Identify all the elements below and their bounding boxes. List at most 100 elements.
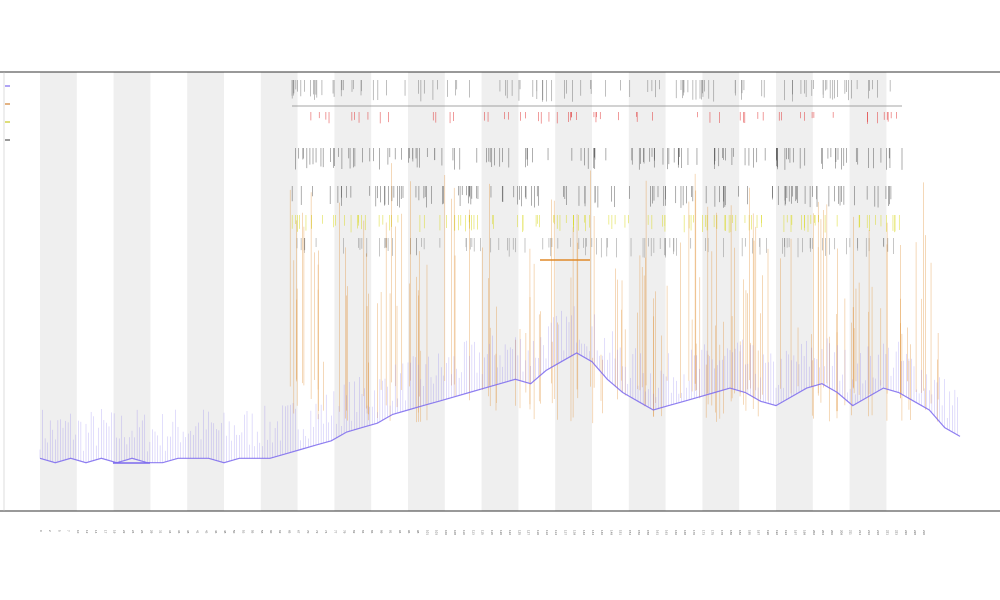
x-tick-label: 86	[370, 530, 374, 534]
x-tick-label: 113	[471, 530, 475, 535]
x-tick-label: 202	[812, 530, 816, 535]
x-tick-label: 0	[39, 530, 43, 532]
x-tick-label: 228	[913, 530, 917, 535]
x-tick-label: 67	[297, 530, 301, 534]
x-tick-label: 65	[287, 530, 291, 534]
x-tick-label: 230	[922, 530, 926, 535]
x-tick-label: 142	[582, 530, 586, 535]
x-tick-label: 144	[591, 530, 595, 535]
shaded-band	[40, 72, 77, 511]
x-tick-label: 158	[646, 530, 650, 535]
x-tick-label: 14	[94, 530, 98, 534]
x-tick-label: 41	[195, 530, 199, 534]
x-tick-label: 55	[251, 530, 255, 534]
x-tick-label: 103	[435, 530, 439, 535]
x-tick-label: 70	[306, 530, 310, 534]
x-tick-label: 192	[775, 530, 779, 535]
annotation-tracks	[113, 80, 903, 464]
x-tick-label: 166	[674, 530, 678, 535]
x-tick-label: 209	[839, 530, 843, 535]
x-tick-label: 149	[609, 530, 613, 535]
x-tick-label: 110	[462, 530, 466, 535]
x-tick-label: 216	[867, 530, 871, 535]
x-tick-label: 204	[821, 530, 825, 535]
x-tick-label: 223	[895, 530, 899, 535]
x-tick-label: 115	[481, 530, 485, 535]
x-tick-label: 185	[747, 530, 751, 535]
x-tick-label: 146	[600, 530, 604, 535]
shaded-band	[628, 72, 666, 511]
x-tick-labels: 0 2 5 7 10 12 14 17 19 22 24 26 29 31 34 36 38 41 43 46 48 50…	[39, 530, 926, 535]
x-tick-label: 120	[499, 530, 503, 535]
x-tick-label: 170	[692, 530, 696, 535]
x-tick-label: 34	[168, 530, 172, 534]
x-tick-label: 12	[85, 530, 89, 534]
x-tick-label: 122	[508, 530, 512, 535]
spike-series	[289, 163, 939, 424]
x-tick-label: 132	[545, 530, 549, 535]
x-tick-label: 125	[517, 530, 521, 535]
x-tick-label: 190	[766, 530, 770, 535]
x-tick-label: 206	[830, 530, 834, 535]
x-tick-label: 139	[573, 530, 577, 535]
x-tick-label: 17	[103, 530, 107, 534]
series-noise	[39, 306, 958, 463]
x-tick-label: 221	[885, 530, 889, 535]
shaded-band	[481, 72, 519, 511]
x-tick-label: 89	[379, 530, 383, 534]
legend	[5, 85, 10, 141]
x-tick-label: 101	[425, 530, 429, 535]
shaded-band	[408, 72, 445, 511]
x-tick-label: 26	[140, 530, 144, 534]
x-tick-label: 218	[876, 530, 880, 535]
x-tick-label: 24	[131, 530, 135, 534]
x-tick-label: 72	[315, 530, 319, 534]
x-tick-label: 19	[113, 530, 117, 534]
x-tick-label: 199	[803, 530, 807, 535]
x-tick-label: 43	[205, 530, 209, 534]
x-tick-label: 36	[177, 530, 181, 534]
x-tick-label: 29	[149, 530, 153, 534]
x-tick-label: 106	[444, 530, 448, 535]
shaded-band	[849, 72, 887, 511]
line-series-group	[39, 306, 961, 464]
shaded-band	[260, 72, 298, 511]
x-tick-label: 82	[352, 530, 356, 534]
x-tick-label: 108	[453, 530, 457, 535]
shaded-band	[702, 72, 740, 511]
x-tick-label: 22	[122, 530, 126, 534]
shaded-band	[555, 72, 592, 511]
x-tick-label: 7	[67, 530, 71, 532]
x-tick-label: 134	[554, 530, 558, 535]
x-tick-label: 2	[48, 530, 52, 532]
x-tick-label: 48	[223, 530, 227, 534]
shaded-band	[187, 72, 224, 511]
x-tick-label: 197	[793, 530, 797, 535]
x-tick-label: 50	[232, 530, 236, 534]
x-tick-label: 5	[57, 530, 61, 532]
x-tick-label: 38	[186, 530, 190, 534]
x-tick-label: 118	[490, 530, 494, 535]
x-tick-label: 156	[637, 530, 641, 535]
x-tick-label: 211	[849, 530, 853, 535]
x-tick-label: 214	[858, 530, 862, 535]
x-tick-label: 94	[398, 530, 402, 534]
x-tick-label: 173	[701, 530, 705, 535]
x-tick-label: 187	[757, 530, 761, 535]
x-tick-label: 168	[683, 530, 687, 535]
x-tick-label: 178	[720, 530, 724, 535]
shaded-band	[334, 72, 372, 511]
series-line	[39, 352, 961, 464]
x-tick-label: 194	[784, 530, 788, 535]
x-tick-label: 96	[407, 530, 411, 534]
x-tick-label: 10	[76, 530, 80, 534]
x-tick-label: 151	[619, 530, 623, 535]
x-tick-label: 161	[655, 530, 659, 535]
shaded-band	[776, 72, 813, 511]
x-tick-label: 58	[260, 530, 264, 534]
x-tick-label: 154	[628, 530, 632, 535]
x-tick-label: 79	[343, 530, 347, 534]
x-tick-label: 84	[361, 530, 365, 534]
x-tick-label: 62	[278, 530, 282, 534]
